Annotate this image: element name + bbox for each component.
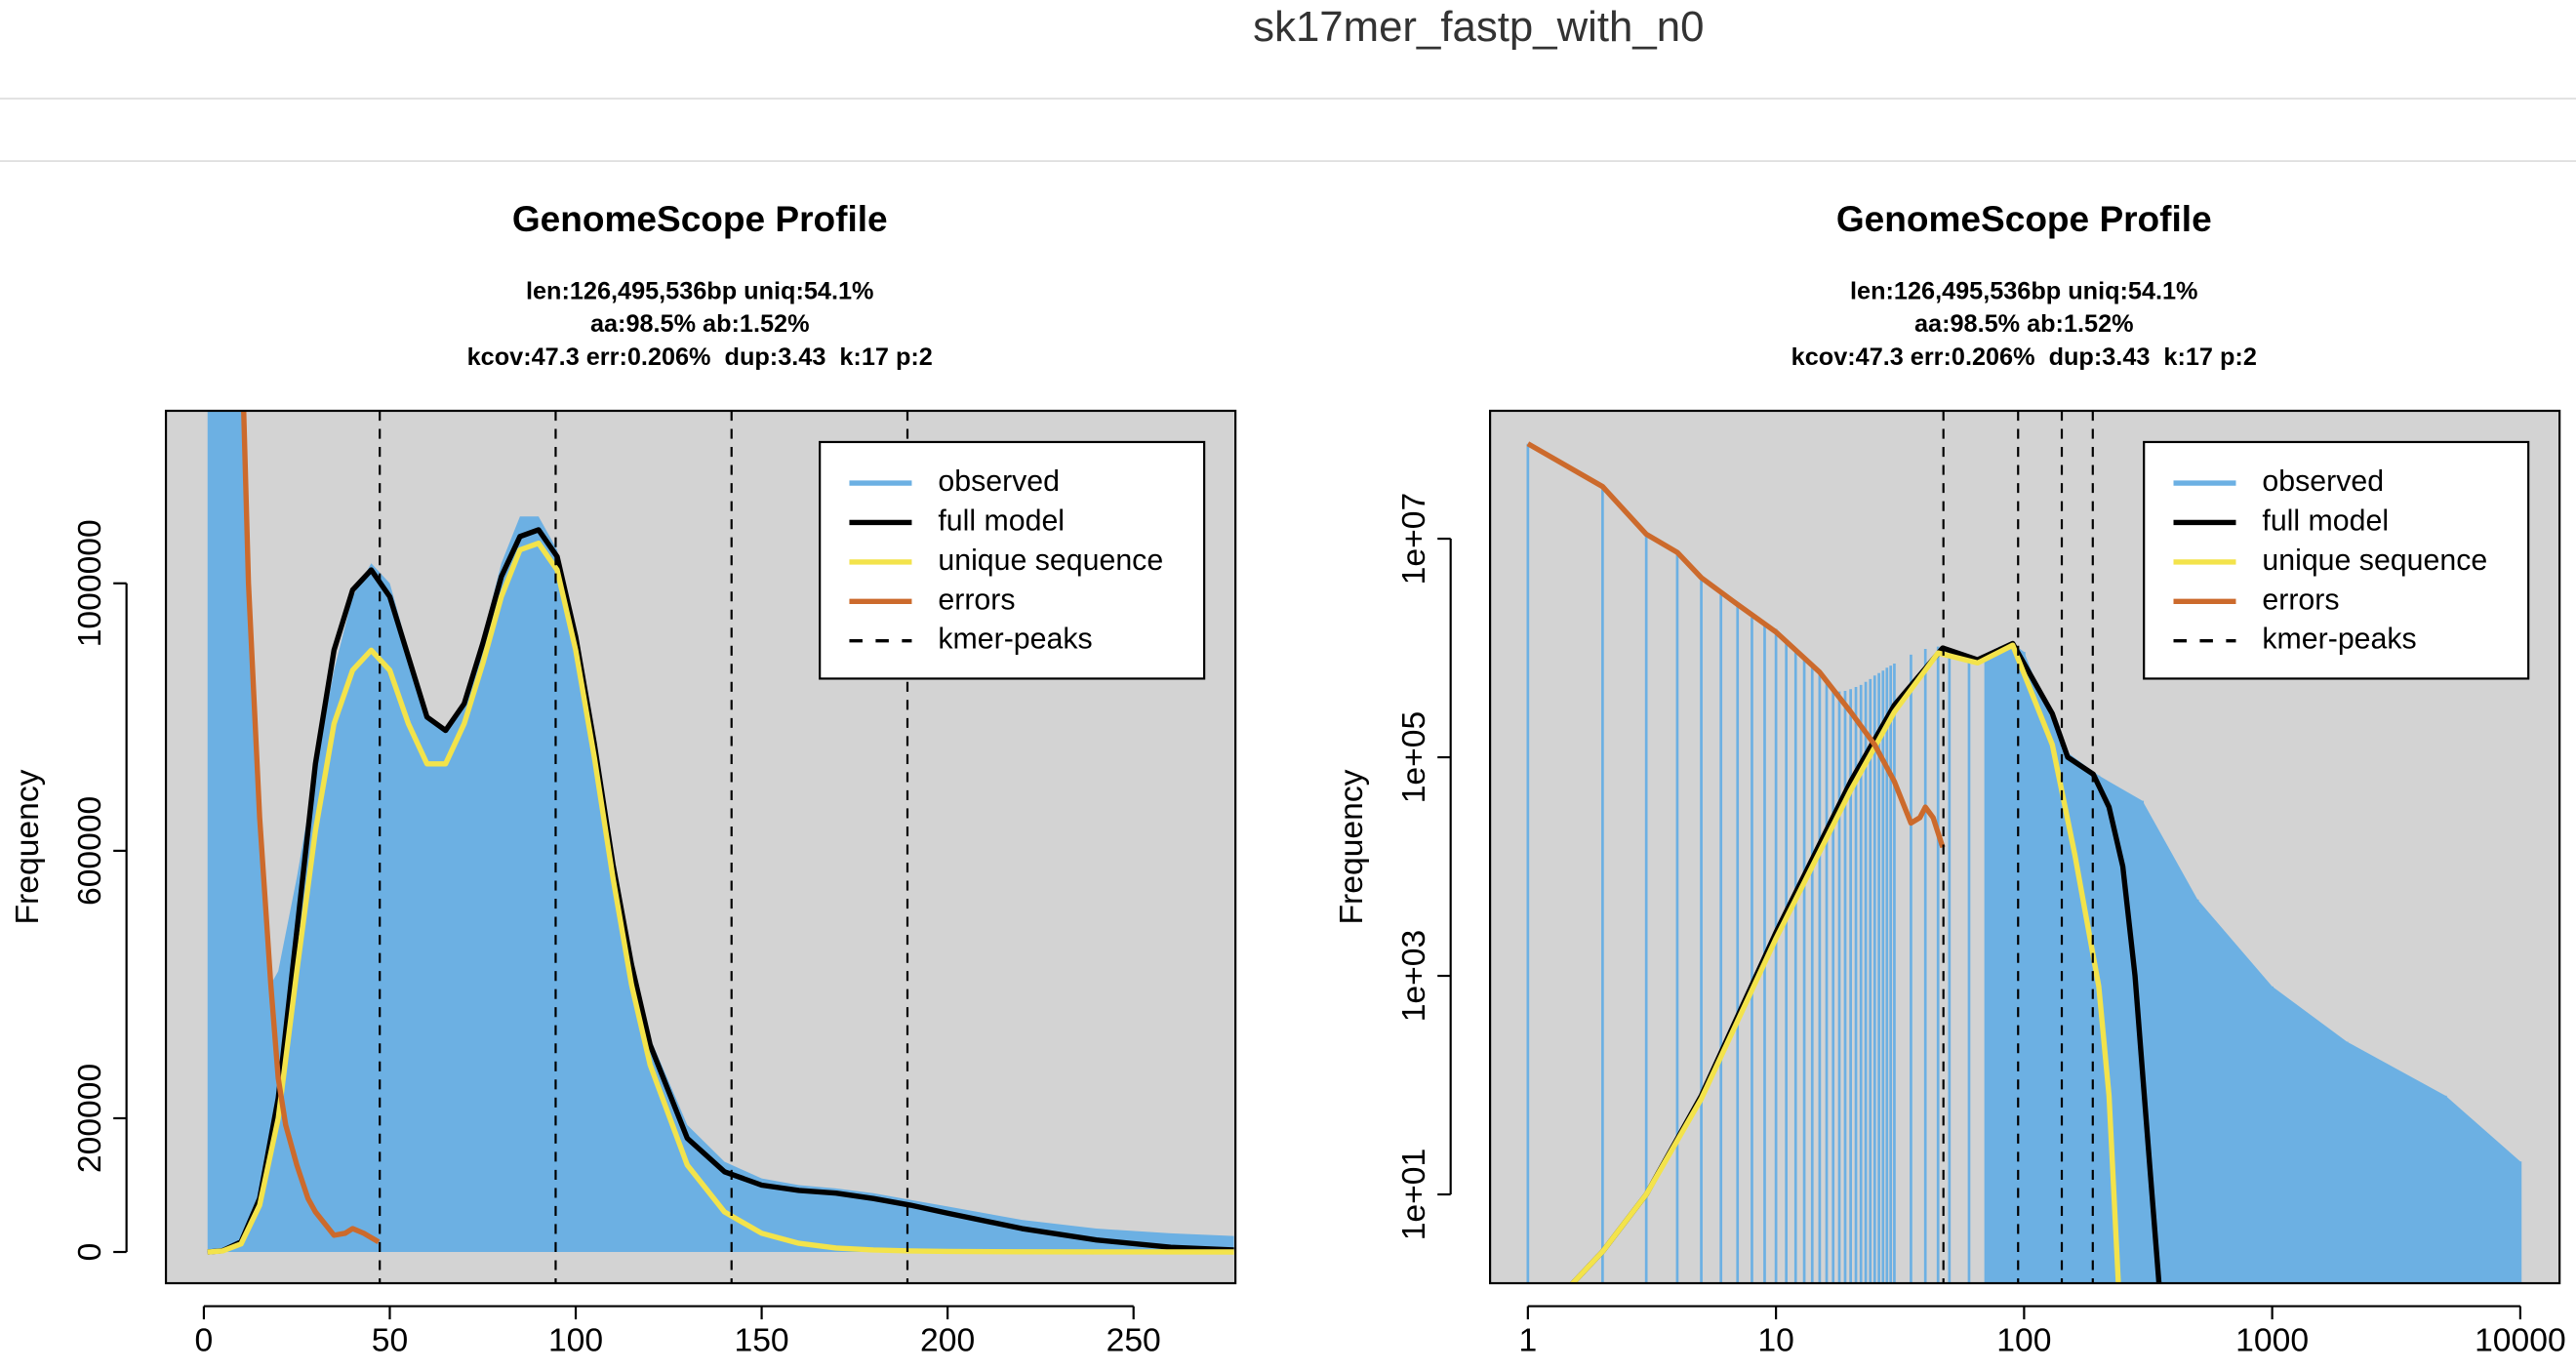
y-tick-label: 1e+01 <box>1396 1149 1432 1241</box>
chart-title: GenomeScope Profile <box>1836 198 2212 239</box>
x-tick-label: 1 <box>1518 1323 1537 1359</box>
plot-frame <box>164 409 1237 1285</box>
x-tick-label: 250 <box>1107 1323 1161 1359</box>
chart-subtitle: kcov:47.3 err:0.206% dup:3.43 k:17 p:2 <box>1791 343 2257 371</box>
chart-title: GenomeScope Profile <box>512 198 888 239</box>
legend-label: observed <box>2262 465 2384 498</box>
y-axis-label: Frequency <box>10 769 46 924</box>
legend-label: full model <box>2262 504 2389 537</box>
plot-area <box>1526 410 2522 1284</box>
chart-subtitle: len:126,495,536bp uniq:54.1% <box>1850 277 2197 304</box>
y-tick-label: 1000000 <box>72 519 108 647</box>
x-tick-label: 100 <box>1996 1323 2051 1359</box>
x-tick-label: 200 <box>920 1323 975 1359</box>
y-tick-label: 1e+05 <box>1396 711 1432 804</box>
plot-frame <box>1488 409 2561 1285</box>
chart-subtitle: aa:98.5% ab:1.52% <box>1914 310 2134 338</box>
model-line <box>207 540 1234 1255</box>
chart: GenomeScope Profile len:126,495,536bp uni… <box>10 198 1237 1359</box>
legend-label: errors <box>938 584 1015 616</box>
y-axis-label: Frequency <box>1334 769 1370 924</box>
chart-subtitle: kcov:47.3 err:0.206% dup:3.43 k:17 p:2 <box>467 343 933 371</box>
legend-label: full model <box>938 504 1065 537</box>
y-tick-label: 1e+07 <box>1396 493 1432 585</box>
x-tick-label: 10 <box>1757 1323 1793 1359</box>
y-tick-label: 200000 <box>72 1064 108 1173</box>
legend-label: kmer-peaks <box>2262 624 2416 656</box>
y-tick-label: 600000 <box>72 796 108 906</box>
model-line <box>1569 642 2121 1284</box>
legend-label: unique sequence <box>2262 545 2487 577</box>
x-tick-label: 1000 <box>2235 1323 2309 1359</box>
x-tick-label: 100 <box>548 1323 603 1359</box>
legend: observed full model unique sequence errors k… <box>2143 440 2530 680</box>
legend-label: observed <box>938 465 1060 498</box>
model-line <box>1526 441 1946 849</box>
legend-label: unique sequence <box>938 545 1163 577</box>
x-tick-label: 0 <box>195 1323 214 1359</box>
y-tick-label: 1e+03 <box>1396 930 1432 1023</box>
legend-label: errors <box>2262 584 2339 616</box>
x-tick-label: 10000 <box>2475 1323 2566 1359</box>
chart-subtitle: aa:98.5% ab:1.52% <box>590 310 810 338</box>
page-title: sk17mer_fastp_with_n0 <box>1253 3 1704 51</box>
legend: observed full model unique sequence errors k… <box>819 440 1206 680</box>
model-line <box>207 527 1234 1255</box>
x-tick-label: 50 <box>372 1323 408 1359</box>
observed-area <box>1985 643 2520 1284</box>
observed-area <box>207 410 1234 1253</box>
chart-subtitle: len:126,495,536bp uniq:54.1% <box>526 277 873 304</box>
x-tick-label: 150 <box>735 1323 789 1359</box>
legend-label: kmer-peaks <box>938 624 1092 656</box>
model-line <box>241 410 381 1245</box>
y-tick-label: 0 <box>72 1243 108 1262</box>
chart: GenomeScope Profile len:126,495,536bp uni… <box>1334 198 2565 1358</box>
